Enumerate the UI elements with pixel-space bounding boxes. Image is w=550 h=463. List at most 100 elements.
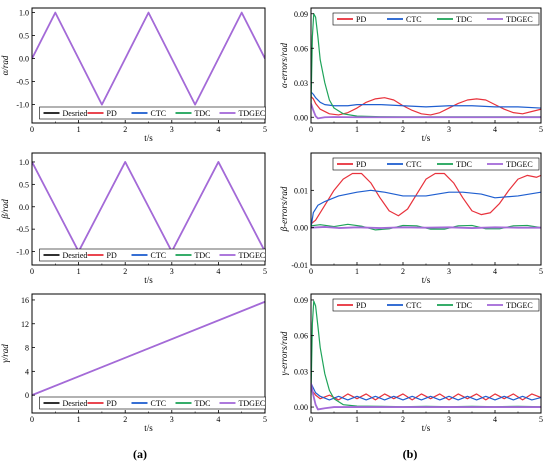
- legend-label-ctc: CTC: [406, 301, 422, 310]
- x-tick-label: 0: [309, 125, 313, 134]
- y-axis-label: α-errors/rad: [279, 43, 289, 88]
- y-tick-label: 0: [25, 391, 29, 400]
- series-group: [32, 11, 265, 106]
- x-tick-label: 5: [263, 125, 267, 134]
- legend-label-desried: Desried: [63, 251, 88, 260]
- y-tick-label: 0.03: [294, 79, 308, 88]
- y-tick-label: 12: [21, 320, 29, 329]
- x-tick-label: 5: [539, 415, 543, 424]
- y-tick-label: -0.01: [291, 261, 308, 270]
- y-tick-label: 4: [25, 367, 29, 376]
- legend-box: [39, 106, 266, 120]
- x-tick-label: 2: [123, 267, 127, 276]
- x-tick-label: 1: [77, 267, 81, 276]
- y-axis-label: γ-errors/rad: [279, 331, 289, 375]
- x-tick-label: 5: [263, 415, 267, 424]
- legend-label-ctc: CTC: [151, 109, 167, 118]
- y-tick-label: 0.5: [19, 180, 29, 189]
- series-line-tdgec: [32, 300, 265, 396]
- x-tick-label: 2: [123, 415, 127, 424]
- x-tick-label: 3: [170, 125, 174, 134]
- legend-label-tdgec: TDGEC: [506, 301, 533, 310]
- series-line-desried: [32, 12, 265, 106]
- legend-label-tdc: TDC: [456, 160, 472, 169]
- series-group: [32, 161, 265, 253]
- x-tick-label: 2: [401, 125, 405, 134]
- plot-frame: [31, 293, 266, 414]
- y-axis-label: β-errors/rad: [279, 186, 289, 232]
- y-tick-label: -1.0: [16, 248, 29, 257]
- x-tick-label: 2: [401, 415, 405, 424]
- series-line-tdc: [311, 300, 541, 408]
- x-tick-label: 3: [170, 267, 174, 276]
- y-tick-label: 16: [21, 296, 29, 305]
- x-tick-label: 1: [77, 415, 81, 424]
- y-tick-label: 0.06: [294, 332, 308, 341]
- legend-label-tdgec: TDGEC: [239, 109, 266, 118]
- legend-label-pd: PD: [107, 251, 117, 260]
- y-tick-label: 0.00: [294, 224, 308, 233]
- legend-label-tdgec: TDGEC: [239, 399, 266, 408]
- y-axis-label: α/rad: [0, 55, 10, 75]
- y-tick-label: -0.5: [16, 225, 29, 234]
- series-line-tdc: [311, 13, 541, 118]
- legend-label-pd: PD: [107, 109, 117, 118]
- x-tick-label: 3: [447, 415, 451, 424]
- figure-label-a: (a): [133, 447, 147, 461]
- series-line-tdgec: [32, 161, 265, 253]
- series-group: [311, 13, 541, 120]
- x-tick-label: 2: [123, 125, 127, 134]
- x-tick-label: 1: [355, 267, 359, 276]
- y-tick-label: 0.09: [294, 10, 308, 19]
- legend-label-desried: Desried: [63, 109, 88, 118]
- legend-label-tdc: TDC: [195, 251, 211, 260]
- series-line-ctc: [311, 91, 541, 109]
- chart-gamma_err: 0 1 2 3 4 5 0.00 0.03 0.06 0.09 t/s γ-errors/rad PD C…: [279, 293, 543, 433]
- y-axis-label: β/rad: [0, 199, 10, 220]
- y-tick-label: 0.01: [294, 186, 308, 195]
- y-tick-label: 0.06: [294, 44, 308, 53]
- series-group: [311, 172, 541, 231]
- legend-label-tdgec: TDGEC: [506, 160, 533, 169]
- series-line-pd: [311, 172, 541, 225]
- y-tick-label: -0.5: [16, 78, 29, 87]
- legend-label-tdgec: TDGEC: [239, 251, 266, 260]
- series-line-tdgec: [311, 383, 541, 411]
- y-axis-label: γ/rad: [0, 344, 10, 363]
- x-axis-label: t/s: [144, 423, 153, 433]
- x-tick-label: 2: [401, 267, 405, 276]
- legend-label-pd: PD: [107, 399, 117, 408]
- x-tick-label: 4: [493, 415, 497, 424]
- x-tick-label: 3: [447, 267, 451, 276]
- legend-label-ctc: CTC: [151, 399, 167, 408]
- x-tick-label: 5: [539, 125, 543, 134]
- x-tick-label: 0: [309, 267, 313, 276]
- y-tick-label: 1.0: [19, 9, 29, 18]
- legend-box: [332, 298, 540, 312]
- legend-label-pd: PD: [356, 160, 366, 169]
- legend: Desried PD CTC TDC TDGEC: [39, 106, 266, 120]
- y-tick-label: 0.0: [19, 203, 29, 212]
- y-tick-label: 0.09: [294, 296, 308, 305]
- chart-beta: 0 1 2 3 4 5 -1.0 -0.5 0.0 0.5 1.0 t/s β/rad Desried PD…: [0, 152, 267, 285]
- x-tick-label: 0: [309, 415, 313, 424]
- x-tick-label: 4: [216, 415, 220, 424]
- series-group: [311, 300, 541, 411]
- plot-frame: [31, 152, 266, 266]
- x-tick-label: 3: [447, 125, 451, 134]
- legend-label-tdc: TDC: [456, 15, 472, 24]
- legend: PD CTC TDC TDGEC: [332, 298, 540, 312]
- series-line-ctc: [311, 189, 541, 228]
- legend-label-pd: PD: [356, 301, 366, 310]
- legend-box: [39, 248, 266, 262]
- legend-box: [332, 12, 540, 26]
- x-tick-label: 0: [30, 267, 34, 276]
- x-tick-label: 1: [77, 125, 81, 134]
- legend: PD CTC TDC TDGEC: [332, 157, 540, 171]
- plot-frame: [31, 7, 266, 124]
- x-axis-label: t/s: [422, 133, 431, 143]
- y-tick-label: -1.0: [16, 101, 29, 110]
- x-tick-label: 3: [170, 415, 174, 424]
